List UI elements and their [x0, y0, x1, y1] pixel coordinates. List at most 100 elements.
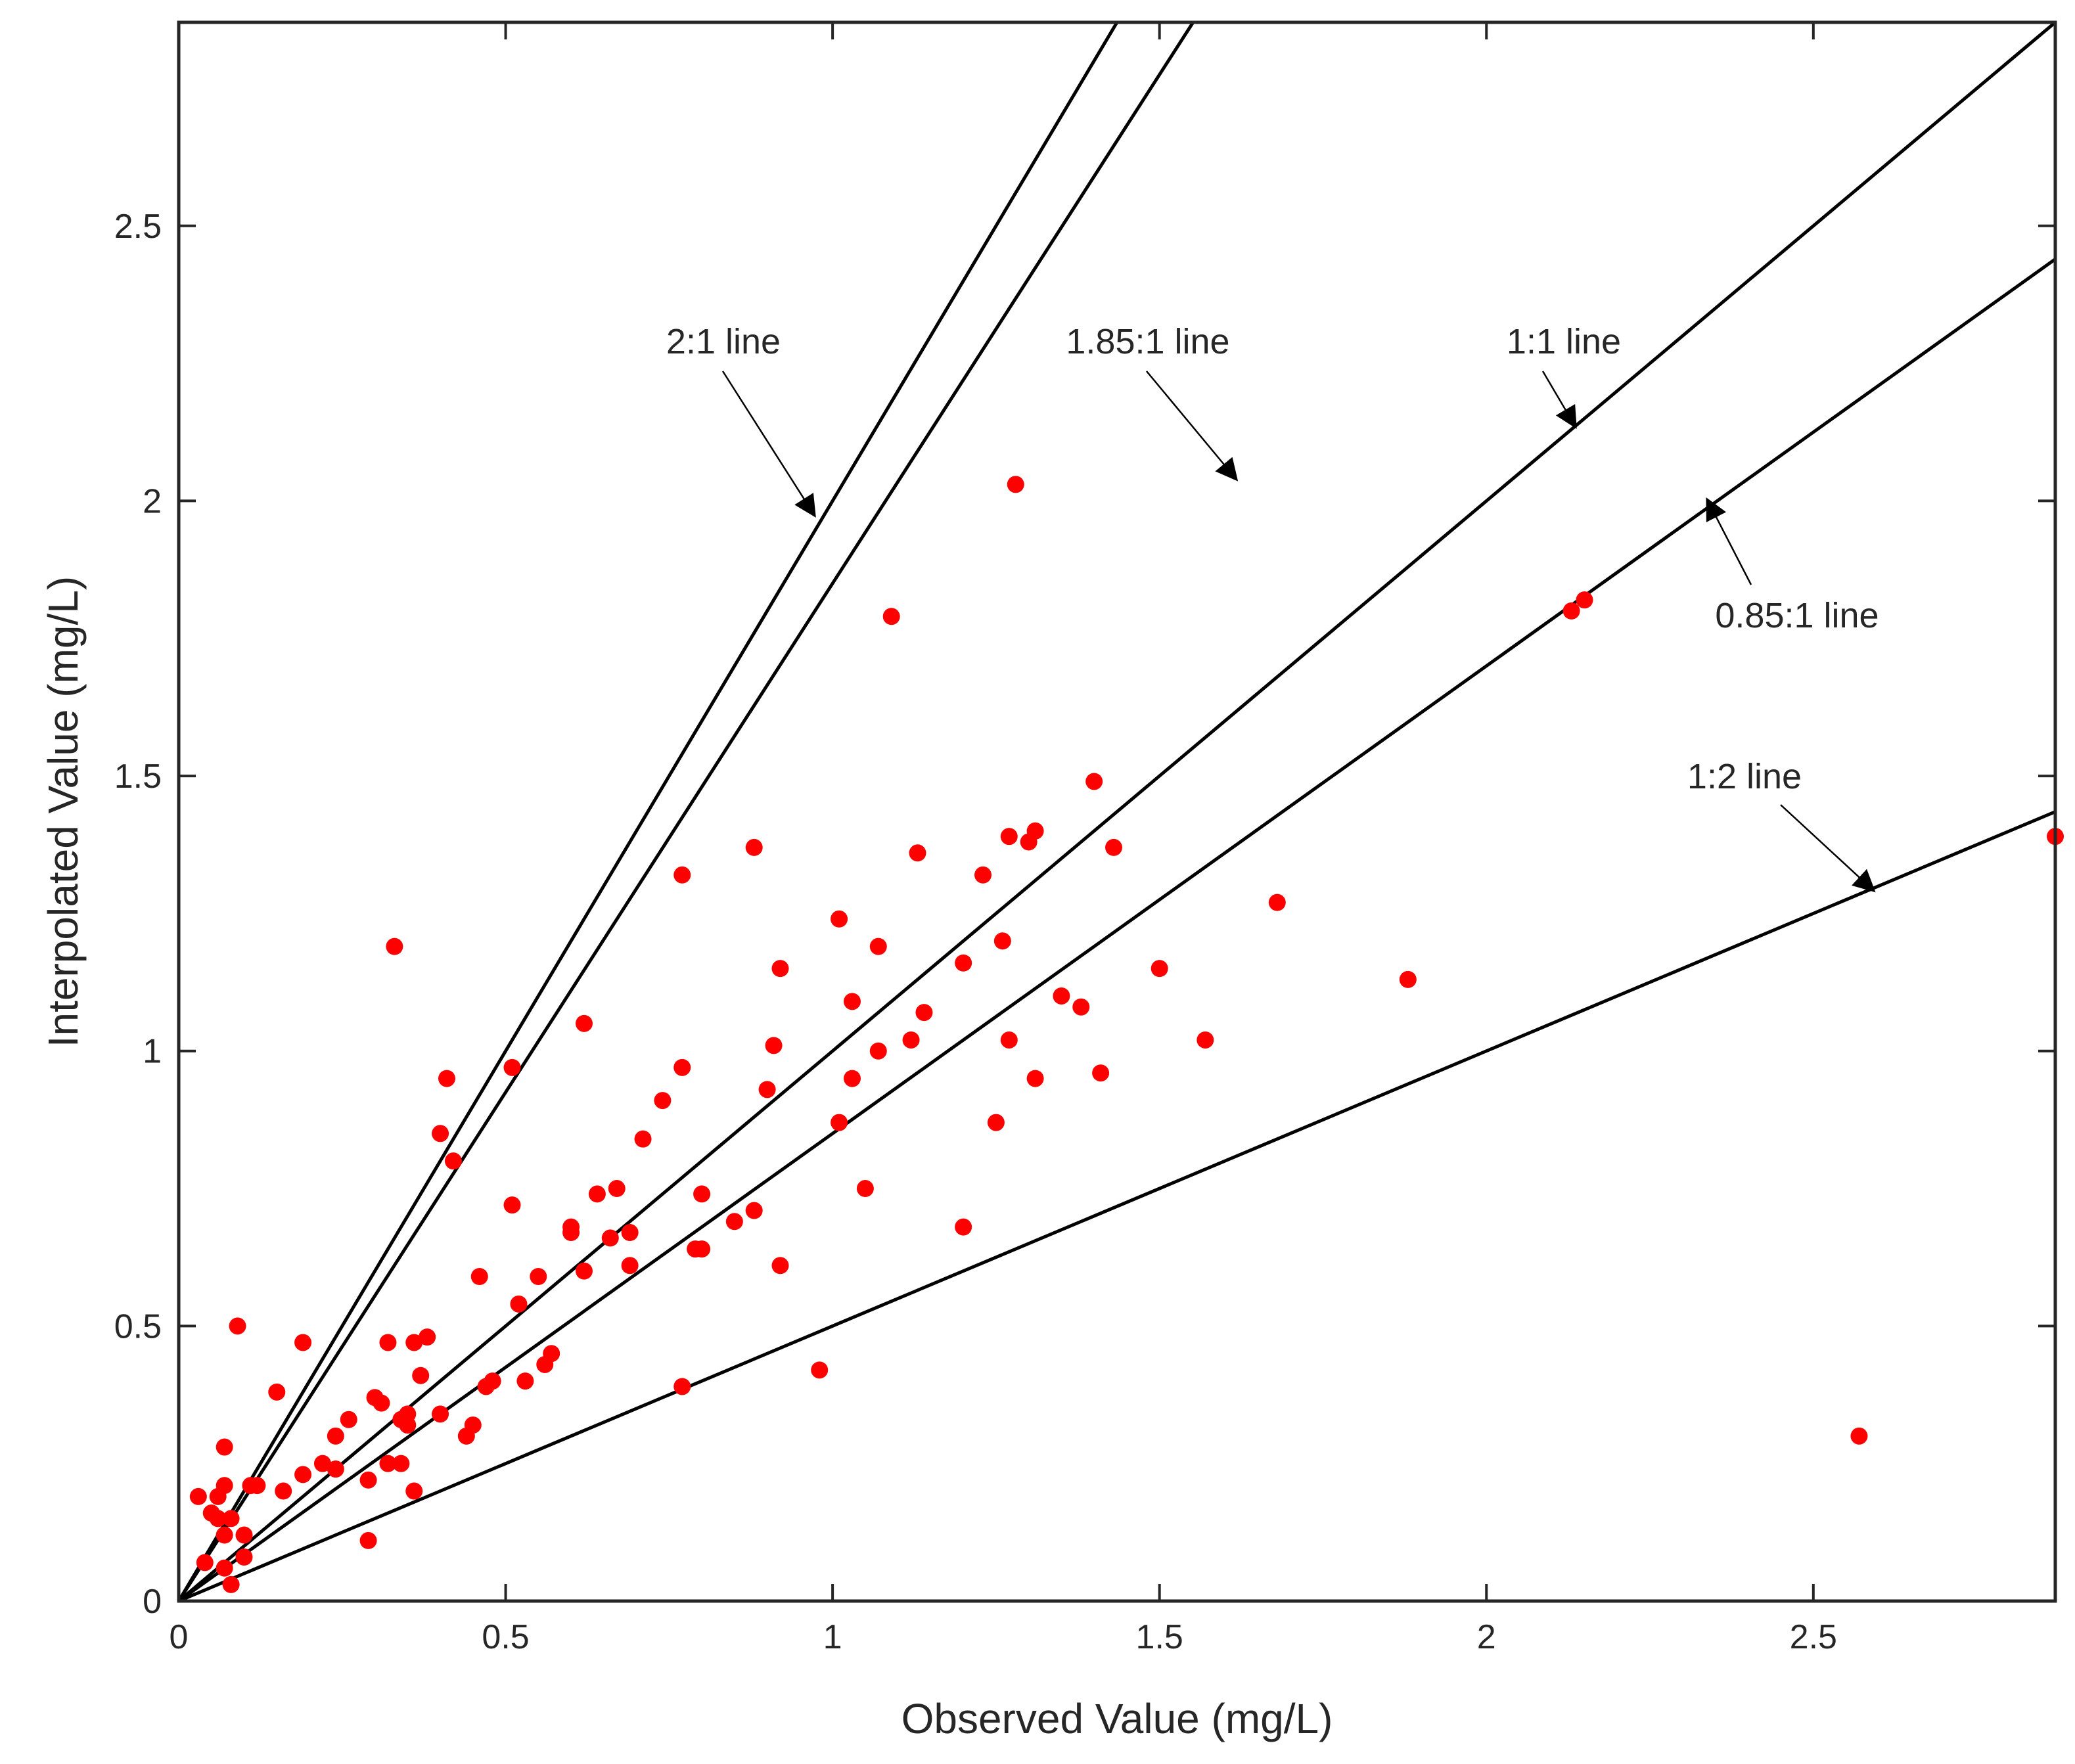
data-point-0-59 [588, 1185, 606, 1203]
data-point-0-24 [359, 1471, 377, 1489]
data-point-0-75 [758, 1081, 776, 1098]
data-point-0-98 [1007, 476, 1024, 493]
data-point-0-27 [373, 1394, 390, 1412]
y-tick-label-3: 1.5 [114, 758, 162, 796]
data-point-0-61 [608, 1180, 626, 1198]
data-point-0-34 [399, 1416, 417, 1434]
data-point-0-56 [562, 1224, 580, 1242]
data-point-0-94 [987, 1114, 1005, 1131]
data-point-0-4 [209, 1510, 227, 1527]
data-point-0-31 [392, 1455, 410, 1472]
y-axis-title: Interpolated Value (mg/L) [39, 576, 87, 1047]
y-tick-label-0: 0 [143, 1583, 162, 1621]
data-point-0-40 [432, 1125, 449, 1142]
data-point-0-12 [235, 1549, 253, 1566]
data-point-0-60 [601, 1229, 619, 1247]
data-point-0-39 [432, 1405, 449, 1423]
reference-line-2 [179, 22, 2055, 1601]
data-point-0-79 [811, 1361, 829, 1379]
data-point-0-52 [530, 1268, 547, 1286]
data-point-0-96 [1000, 828, 1018, 846]
reference-line-label-1: 1.85:1 line [1066, 322, 1229, 361]
data-point-0-6 [216, 1438, 233, 1456]
reference-line-label-3: 0.85:1 line [1715, 596, 1879, 635]
data-point-0-17 [275, 1482, 292, 1500]
data-point-0-86 [869, 1042, 887, 1060]
data-point-0-87 [882, 608, 900, 625]
data-point-0-7 [216, 1526, 233, 1544]
data-points [189, 476, 2064, 1593]
data-point-0-112 [1576, 591, 1593, 609]
data-point-0-100 [1026, 822, 1044, 840]
data-point-0-80 [831, 910, 848, 928]
data-point-0-108 [1197, 1031, 1214, 1049]
data-point-0-9 [222, 1510, 240, 1527]
data-point-0-73 [745, 838, 763, 856]
data-point-0-30 [386, 938, 403, 955]
data-point-0-10 [222, 1575, 240, 1593]
reference-line-arrow-0 [721, 371, 816, 518]
data-point-0-5 [216, 1477, 233, 1495]
plot-frame [177, 20, 2057, 1603]
data-point-0-90 [915, 1004, 933, 1022]
x-tick-label-1: 0.5 [482, 1618, 529, 1656]
data-point-0-82 [843, 993, 861, 1010]
data-point-0-91 [955, 954, 972, 972]
x-tick-label-5: 2.5 [1790, 1618, 1837, 1656]
data-point-0-47 [484, 1372, 501, 1390]
data-point-0-76 [765, 1037, 783, 1054]
data-point-0-0 [189, 1487, 207, 1505]
y-tick-label-5: 2.5 [114, 208, 162, 246]
data-point-0-57 [575, 1262, 593, 1280]
data-point-0-84 [856, 1180, 874, 1198]
data-point-0-78 [771, 1257, 789, 1275]
data-point-0-16 [268, 1383, 286, 1401]
data-point-0-35 [405, 1334, 423, 1351]
reference-line-4 [179, 810, 2055, 1601]
data-point-0-20 [313, 1455, 331, 1472]
y-tick-label-2: 1 [143, 1033, 162, 1071]
data-point-0-42 [444, 1152, 462, 1170]
reference-line-annotations: 2:1 line 1.85:1 line 1:1 line 0.85:1 line 1:… [666, 322, 1879, 893]
x-tick-label-3: 1.5 [1136, 1618, 1183, 1656]
data-point-0-109 [1268, 893, 1286, 911]
data-point-0-107 [1151, 960, 1168, 978]
data-point-0-113 [1850, 1427, 1868, 1445]
x-axis-title: Observed Value (mg/L) [901, 1695, 1333, 1742]
data-point-0-18 [294, 1466, 312, 1483]
data-point-0-8 [216, 1559, 233, 1577]
data-point-0-38 [419, 1328, 436, 1346]
data-point-0-36 [405, 1482, 423, 1500]
data-point-0-92 [955, 1218, 972, 1236]
data-point-0-1 [196, 1554, 214, 1572]
data-point-0-41 [438, 1070, 455, 1087]
data-point-0-21 [327, 1427, 344, 1445]
reference-line-0 [179, 22, 1119, 1601]
data-point-0-105 [1092, 1064, 1110, 1082]
data-point-0-25 [359, 1531, 377, 1549]
reference-line-label-2: 1:1 line [1507, 322, 1621, 361]
data-point-0-68 [673, 1378, 691, 1395]
data-point-0-72 [725, 1213, 743, 1231]
data-point-0-29 [379, 1334, 397, 1351]
data-point-0-95 [993, 932, 1011, 950]
reference-line-arrow-3 [1706, 497, 1752, 585]
data-point-0-83 [843, 1070, 861, 1087]
data-point-0-63 [621, 1257, 639, 1275]
data-point-0-106 [1105, 838, 1123, 856]
y-tick-label-4: 2 [143, 482, 162, 520]
data-point-0-62 [621, 1224, 639, 1242]
data-point-0-103 [1072, 998, 1090, 1016]
data-point-0-54 [543, 1345, 560, 1363]
data-point-0-67 [673, 1058, 691, 1076]
data-point-0-97 [1000, 1031, 1018, 1049]
reference-line-label-0: 2:1 line [666, 322, 781, 361]
y-tick-label-1: 0.5 [114, 1307, 162, 1346]
data-point-0-102 [1053, 987, 1070, 1005]
reference-line-1 [179, 22, 1195, 1601]
data-point-0-66 [673, 866, 691, 884]
data-point-0-58 [575, 1014, 593, 1032]
x-tick-label-0: 0 [170, 1618, 189, 1656]
